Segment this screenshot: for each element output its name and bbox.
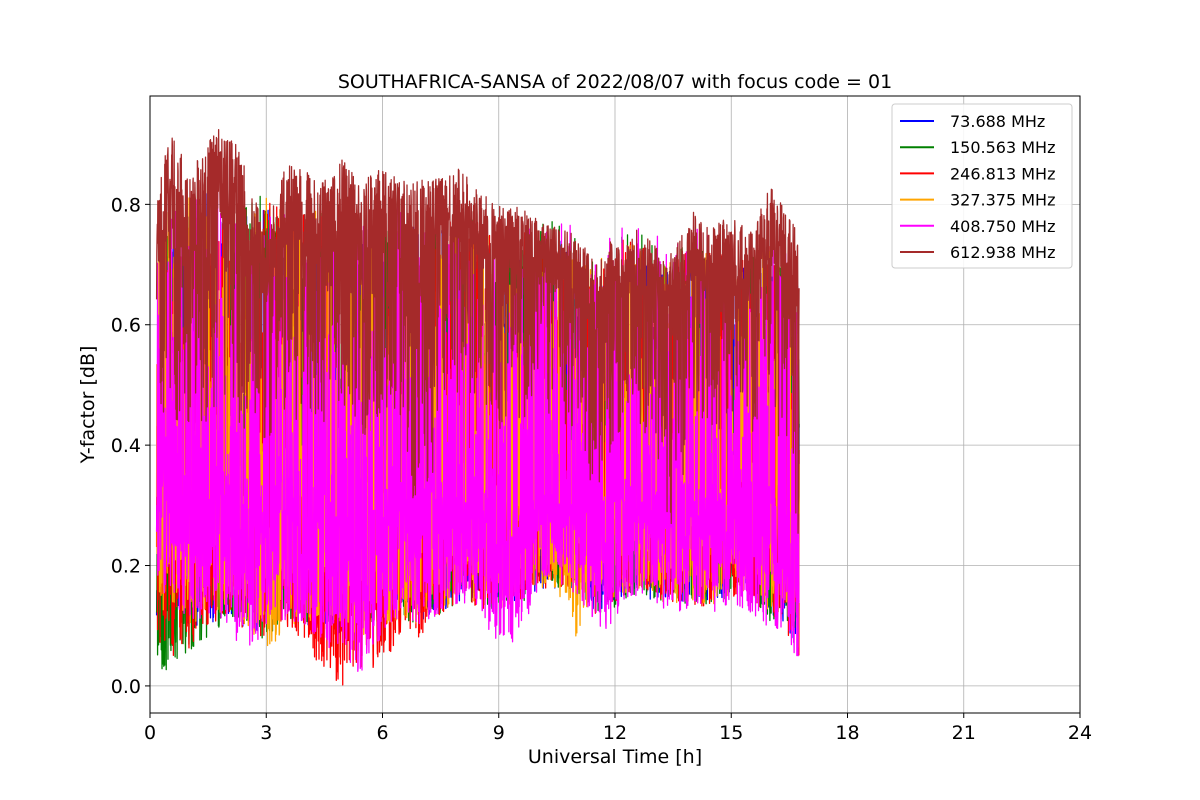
x-tick-label: 6	[376, 722, 388, 744]
x-tick-label: 0	[144, 722, 156, 744]
chart-title: SOUTHAFRICA-SANSA of 2022/08/07 with foc…	[338, 71, 892, 93]
series-group	[155, 129, 800, 686]
legend: 73.688 MHz 150.563 MHz 246.813 MHz 327.375 …	[891, 103, 1073, 269]
x-axis-label: Universal Time [h]	[528, 746, 702, 768]
series-line-5	[155, 186, 800, 672]
x-tick-label: 12	[603, 722, 627, 744]
legend-label: 73.688 MHz	[950, 112, 1045, 131]
y-tick-label: 0.4	[111, 435, 141, 457]
legend-box	[891, 103, 1073, 269]
legend-label: 150.563 MHz	[950, 138, 1055, 157]
x-tick-label: 18	[835, 722, 859, 744]
legend-label: 408.750 MHz	[950, 217, 1055, 236]
x-tick-label: 9	[493, 722, 505, 744]
axis-ticks: 0 3 6 9 12 15 18 21 24 0.0 0.2 0.4 0.6 0.8	[111, 194, 1092, 744]
legend-label: 246.813 MHz	[950, 164, 1055, 183]
x-tick-label: 15	[719, 722, 743, 744]
x-tick-label: 3	[260, 722, 272, 744]
x-tick-label: 24	[1068, 722, 1092, 744]
legend-label: 327.375 MHz	[950, 191, 1055, 210]
y-tick-label: 0.2	[111, 556, 141, 578]
legend-label: 612.938 MHz	[950, 243, 1055, 262]
y-axis-label: Y-factor [dB]	[77, 346, 99, 465]
y-tick-label: 0.6	[111, 315, 141, 337]
series-line-6	[155, 129, 800, 534]
y-tick-label: 0.0	[111, 676, 141, 698]
x-tick-label: 21	[952, 722, 976, 744]
y-tick-label: 0.8	[111, 194, 141, 216]
